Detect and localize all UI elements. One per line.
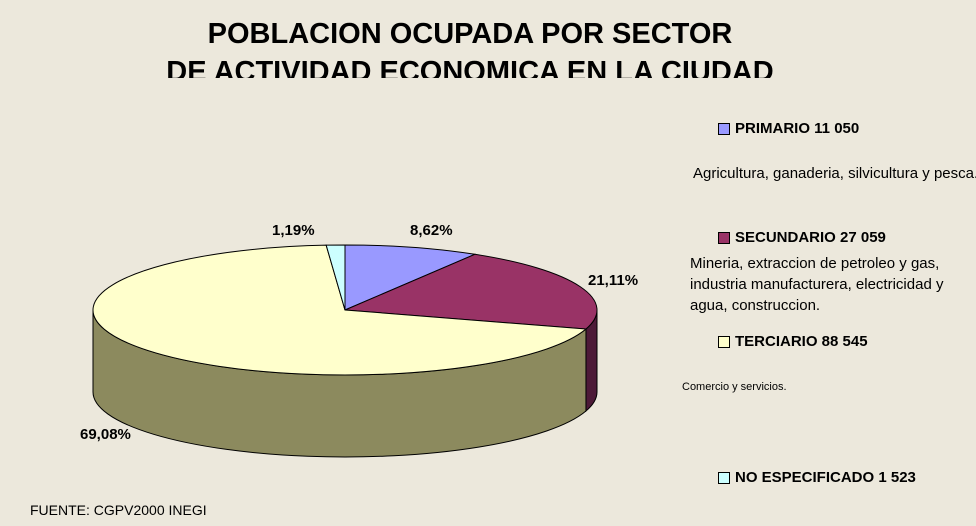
legend-item: PRIMARIO 11 050 xyxy=(718,120,859,137)
legend-item: TERCIARIO 88 545 xyxy=(718,333,868,350)
legend-label: SECUNDARIO 27 059 xyxy=(735,229,886,246)
data-label: 1,19% xyxy=(272,222,315,239)
legend-label: TERCIARIO 88 545 xyxy=(735,333,868,350)
legend-swatch xyxy=(718,231,730,244)
legend-item: NO ESPECIFICADO 1 523 xyxy=(718,469,916,486)
data-label: 21,11% xyxy=(588,272,639,289)
chart-title: DE ACTIVIDAD ECONOMICA EN LA CIUDAD xyxy=(166,56,774,78)
legend-label: NO ESPECIFICADO 1 523 xyxy=(735,469,916,486)
legend-description: Comercio y servicios. xyxy=(682,381,787,393)
legend-swatch xyxy=(718,471,730,484)
pie-slice xyxy=(325,244,346,311)
legend-label: PRIMARIO 11 050 xyxy=(735,120,860,137)
pie-slice xyxy=(92,244,588,376)
legend-description: Mineria, extraccion de petroleo y gas, i… xyxy=(690,255,944,314)
chart-title: POBLACION OCUPADA POR SECTOR xyxy=(207,18,733,50)
legend-item: SECUNDARIO 27 059 xyxy=(718,229,886,246)
source: FUENTE: CGPV2000 INEGI xyxy=(30,502,207,518)
legend-swatch xyxy=(718,122,730,135)
pie-slice xyxy=(344,253,598,330)
legend-swatch xyxy=(718,335,730,348)
data-label: 69,08% xyxy=(80,426,131,443)
pie-slice xyxy=(344,244,477,311)
data-label: 8,62% xyxy=(410,222,453,239)
legend-description: Agricultura, ganaderia, silvicultura y p… xyxy=(693,165,976,182)
